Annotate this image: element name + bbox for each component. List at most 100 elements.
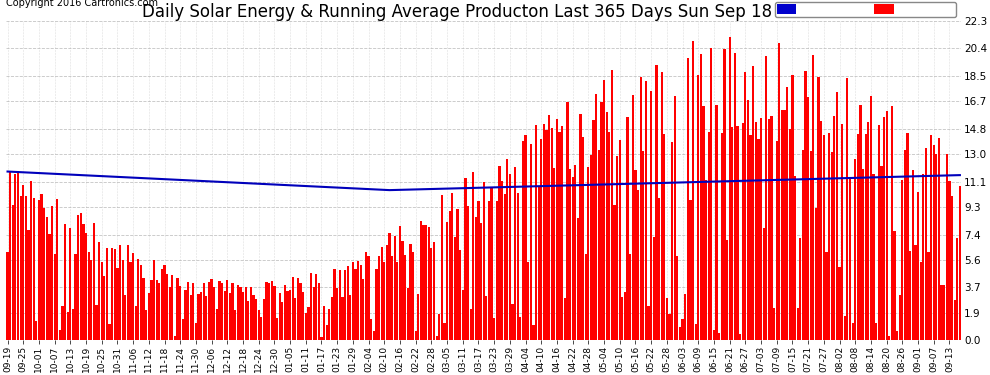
Bar [839, 267, 841, 340]
Bar [870, 96, 872, 340]
Bar [668, 314, 670, 340]
Bar [197, 294, 200, 340]
Bar [292, 277, 294, 340]
Bar [262, 299, 265, 340]
Bar [577, 218, 579, 340]
Bar [208, 282, 210, 340]
Bar [760, 118, 762, 340]
Bar [525, 135, 527, 340]
Bar [705, 180, 707, 340]
Bar [286, 291, 289, 340]
Bar [842, 124, 843, 340]
Bar [697, 75, 699, 340]
Bar [632, 95, 634, 340]
Bar [647, 306, 649, 340]
Bar [797, 308, 799, 340]
Bar [901, 180, 904, 340]
Bar [558, 132, 560, 340]
Bar [695, 324, 697, 340]
Bar [436, 336, 438, 340]
Bar [441, 195, 443, 340]
Bar [111, 249, 113, 340]
Bar [321, 337, 323, 340]
Bar [189, 295, 192, 340]
Bar [791, 75, 794, 340]
Bar [135, 306, 137, 340]
Bar [783, 110, 786, 340]
Bar [336, 288, 339, 340]
Bar [781, 110, 783, 340]
Bar [875, 323, 877, 340]
Bar [82, 224, 84, 340]
Bar [195, 323, 197, 340]
Bar [402, 241, 404, 340]
Bar [334, 269, 336, 340]
Bar [938, 138, 940, 340]
Bar [517, 193, 519, 340]
Bar [569, 169, 571, 340]
Bar [679, 327, 681, 340]
Bar [945, 154, 947, 340]
Bar [289, 290, 291, 340]
Bar [132, 253, 135, 340]
Bar [14, 174, 17, 340]
Bar [848, 178, 851, 340]
Bar [553, 168, 555, 340]
Bar [595, 94, 597, 340]
Bar [802, 150, 804, 340]
Bar [655, 65, 657, 340]
Bar [644, 81, 647, 340]
Bar [20, 196, 22, 340]
Bar [451, 193, 453, 340]
Bar [590, 154, 592, 340]
Bar [899, 295, 901, 340]
Bar [708, 132, 710, 340]
Bar [367, 256, 369, 340]
Bar [768, 118, 770, 340]
Bar [284, 285, 286, 340]
Bar [598, 150, 600, 340]
Bar [880, 166, 882, 340]
Bar [687, 58, 689, 340]
Bar [33, 198, 35, 340]
Bar [940, 285, 942, 340]
Bar [665, 298, 668, 340]
Bar [409, 244, 412, 340]
Bar [930, 135, 933, 340]
Bar [550, 128, 552, 340]
Bar [467, 206, 469, 340]
Bar [700, 54, 702, 340]
Bar [362, 279, 364, 340]
Bar [770, 116, 772, 340]
Bar [519, 317, 522, 340]
Bar [600, 102, 603, 340]
Bar [276, 318, 278, 340]
Bar [122, 260, 124, 340]
Bar [106, 248, 108, 340]
Bar [485, 296, 487, 340]
Bar [25, 196, 27, 340]
Bar [200, 291, 202, 340]
Bar [394, 236, 396, 340]
Bar [329, 309, 331, 340]
Bar [187, 282, 189, 340]
Bar [346, 266, 348, 340]
Bar [148, 293, 149, 340]
Bar [629, 254, 632, 340]
Bar [862, 169, 864, 340]
Bar [359, 265, 362, 340]
Bar [574, 165, 576, 340]
Bar [496, 201, 498, 340]
Bar [386, 245, 388, 340]
Bar [226, 280, 229, 340]
Bar [425, 225, 428, 340]
Bar [58, 330, 61, 340]
Bar [614, 206, 616, 340]
Bar [53, 254, 55, 340]
Bar [585, 254, 587, 340]
Bar [622, 297, 624, 340]
Bar [936, 154, 938, 340]
Bar [77, 214, 79, 340]
Bar [538, 186, 540, 340]
Bar [423, 225, 425, 340]
